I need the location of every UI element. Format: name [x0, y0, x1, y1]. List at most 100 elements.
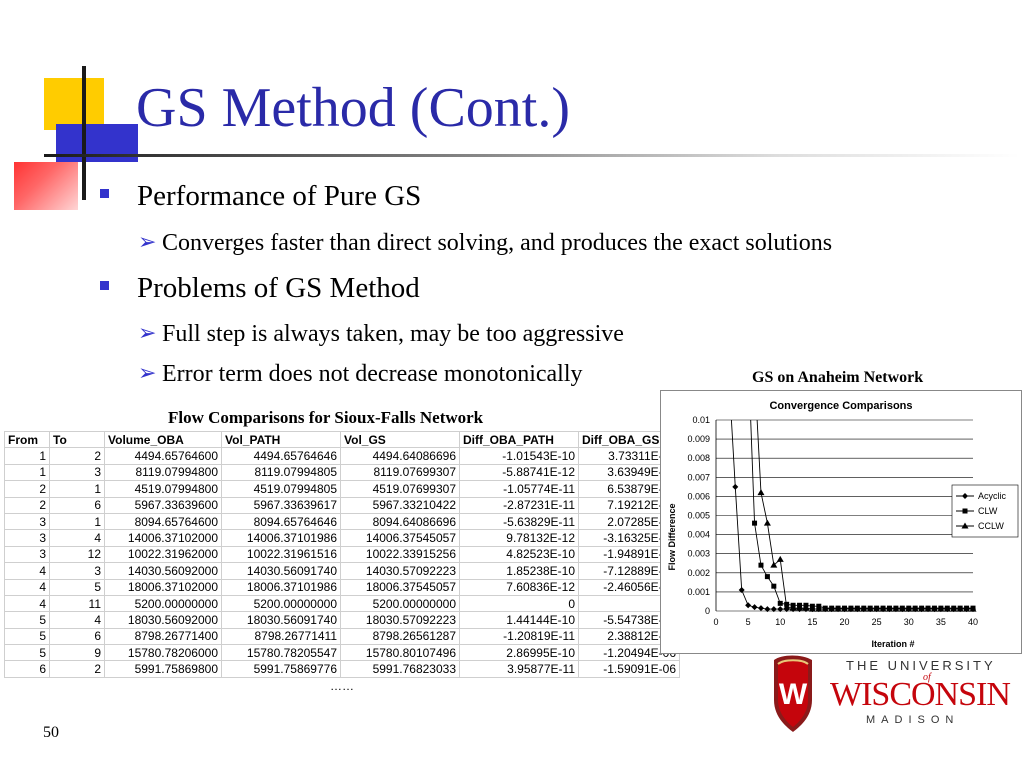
diamond-marker [770, 606, 777, 613]
table-cell: 14006.37102000 [104, 529, 222, 547]
table-cell: 14030.56091740 [221, 562, 341, 580]
chart-caption: GS on Anaheim Network [752, 369, 924, 386]
table-row: 4 5 18006.37102000 18006.37101986 18006.3754… [4, 578, 680, 596]
table-cell: 4 [49, 529, 105, 547]
triangle-marker [815, 605, 823, 612]
logo-line1: THE UNIVERSITY [846, 658, 996, 673]
logo-of: of [923, 672, 931, 683]
table-cell: 14006.37101986 [221, 529, 341, 547]
table-cell: 8094.64086696 [340, 512, 460, 531]
column-header: Diff_OBA_PATH [459, 430, 579, 449]
decor-red-square [14, 162, 78, 210]
triangle-marker [821, 605, 829, 612]
y-tick-label: 0.01 [692, 415, 710, 425]
table-cell: 6 [49, 496, 105, 514]
table-cell: 3 [4, 545, 50, 564]
y-tick-label: 0.002 [687, 568, 710, 578]
sub-bullet-text: Converges faster than direct solving, an… [162, 230, 833, 256]
triangle-marker [789, 604, 797, 611]
table-cell: 4 [4, 594, 50, 613]
table-cell: 14030.57092223 [340, 562, 460, 580]
table-cell: 4.82523E-10 [459, 545, 579, 564]
table-cell: 6.53879E-07 [578, 480, 680, 498]
table-row: 4 3 14030.56092000 14030.56091740 14030.5709… [4, 562, 680, 580]
triangle-marker [969, 605, 977, 612]
table-cell: 4519.07994800 [104, 480, 222, 498]
chart-legend: Acyclic CLW CCLW [951, 484, 1019, 538]
table-row: 2 6 5967.33639600 5967.33639617 5967.3321042… [4, 496, 680, 514]
table-cell: 18006.37545057 [340, 578, 460, 596]
table-cell: 4519.07699307 [340, 480, 460, 498]
table-row: 5 4 18030.56092000 18030.56091740 18030.5709… [4, 611, 680, 629]
square-marker [758, 562, 764, 568]
table-cell: 3 [4, 512, 50, 531]
table-cell: 4494.64086696 [340, 447, 460, 465]
square-marker [771, 583, 777, 589]
triangle-marker [950, 605, 958, 612]
logo-line3: MADISON [866, 714, 960, 726]
y-tick-label: 0.001 [687, 587, 710, 597]
page-number: 50 [43, 724, 59, 741]
triangle-marker [918, 605, 926, 612]
table-cell: 8094.65764600 [104, 512, 222, 531]
triangle-marker [937, 605, 945, 612]
square-marker [752, 520, 758, 526]
triangle-marker [898, 605, 906, 612]
table-ellipsis-row: …… [5, 677, 680, 693]
sub-bullet-text: Full step is always taken, may be too ag… [162, 321, 624, 347]
decor-vertical-line [82, 66, 86, 200]
triangle-marker [808, 605, 816, 612]
table-cell: 4 [49, 611, 105, 629]
decor-horizontal-line [44, 154, 1020, 157]
table-cell: 10022.31961516 [221, 545, 341, 564]
triangle-marker [905, 605, 913, 612]
diamond-marker [757, 605, 764, 612]
diamond-marker [751, 604, 758, 611]
table-cell: 5967.33639600 [104, 496, 222, 514]
x-tick-label: 5 [746, 617, 751, 627]
table-header-row: From To Volume_OBA Vol_PATH Vol_GS Diff_OBA_P… [4, 430, 680, 449]
table-cell: 2 [4, 480, 50, 498]
table-cell: -2.46056E-07 [578, 578, 680, 596]
table-cell: 10022.31962000 [104, 545, 222, 564]
x-tick-label: 20 [839, 617, 849, 627]
table-cell: 3 [49, 562, 105, 580]
table-cell: 5 [4, 627, 50, 646]
university-logo: W THE UNIVERSITY of WISCONSIN MADISON [768, 654, 1013, 734]
table-cell: 8798.26771411 [221, 627, 341, 646]
series-cclw [756, 419, 977, 612]
table-cell: 2 [49, 447, 105, 465]
table-cell: 9 [49, 644, 105, 662]
table-row: 6 2 5991.75869800 5991.75869776 5991.7682303… [4, 660, 680, 678]
triangle-marker [783, 603, 791, 610]
table-cell: 2 [4, 496, 50, 514]
triangle-marker [911, 605, 919, 612]
table-cell: 5200.00000000 [104, 594, 222, 613]
bullet-text: Performance of Pure GS [137, 180, 422, 212]
bullet-text: Problems of GS Method [137, 272, 420, 304]
table-cell: 2 [49, 660, 105, 678]
arrow-bullet-icon: ➢ [138, 230, 157, 255]
diamond-marker [764, 606, 771, 613]
column-header: From [4, 430, 50, 449]
x-tick-label: 40 [968, 617, 978, 627]
table-cell: 4 [4, 562, 50, 580]
table-cell: 1.44144E-10 [459, 611, 579, 629]
series-line [750, 419, 973, 609]
table-cell: -1.59091E-06 [578, 660, 680, 678]
triangle-marker [961, 522, 969, 529]
legend-label: CCLW [978, 521, 1004, 531]
table-cell: 5 [4, 611, 50, 629]
table-cell: 1 [49, 480, 105, 498]
y-tick-label: 0.007 [687, 472, 710, 482]
arrow-bullet-icon: ➢ [138, 321, 157, 346]
flow-comparison-table: From To Volume_OBA Vol_PATH Vol_GS Diff_OBA_P… [4, 430, 680, 693]
square-bullet-icon [100, 189, 109, 198]
table-cell: 18030.56091740 [221, 611, 341, 629]
triangle-marker [757, 489, 765, 496]
sub-bullet-text: Error term does not decrease monotonical… [162, 361, 583, 387]
table-row: 5 9 15780.78206000 15780.78205547 15780.8010… [4, 644, 680, 662]
table-cell: 18030.56092000 [104, 611, 222, 629]
square-marker [962, 508, 968, 514]
y-tick-label: 0.009 [687, 434, 710, 444]
